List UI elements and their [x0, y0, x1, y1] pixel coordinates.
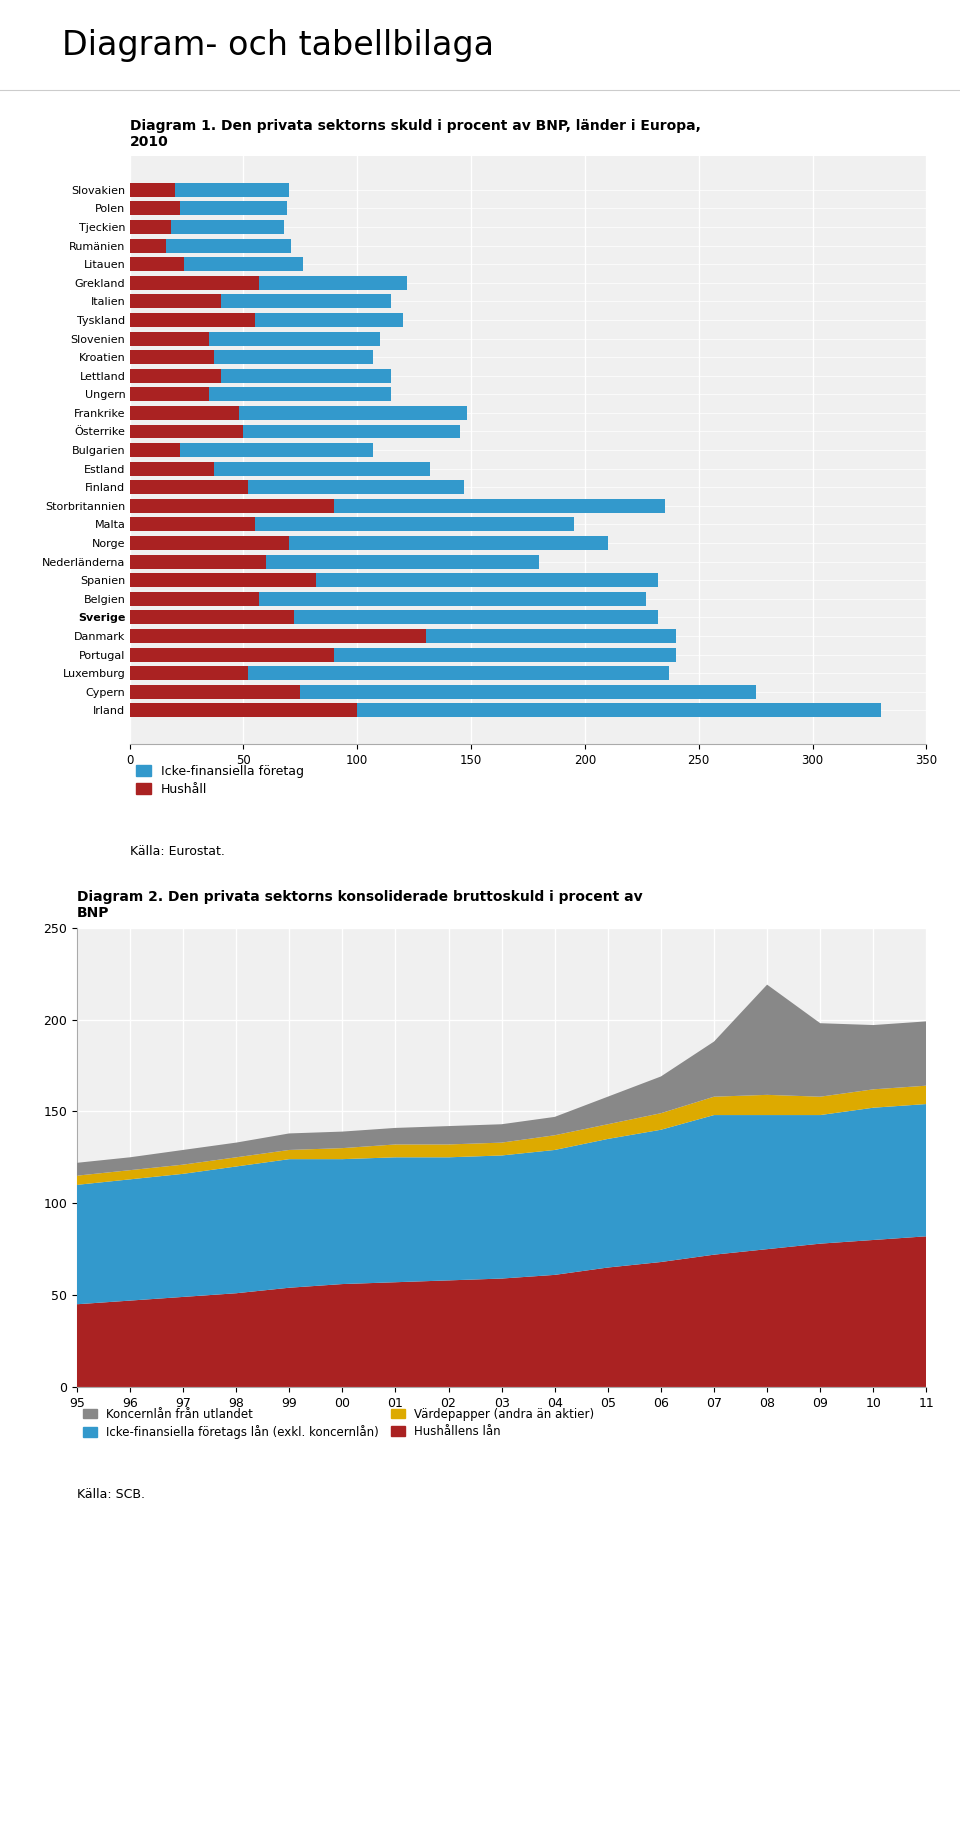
- Bar: [130, 685, 300, 698]
- Bar: [180, 202, 287, 215]
- Bar: [130, 184, 175, 197]
- Legend: Koncernlån från utlandet, Icke-finansiella företags lån (exkl. koncernlån), Värd: Koncernlån från utlandet, Icke-finansiel…: [83, 1407, 594, 1438]
- Bar: [130, 555, 266, 569]
- Bar: [130, 351, 214, 364]
- Bar: [130, 610, 294, 625]
- Text: Källa: Eurostat.: Källa: Eurostat.: [130, 845, 225, 858]
- Bar: [221, 294, 392, 309]
- Bar: [254, 312, 403, 327]
- Bar: [130, 294, 221, 309]
- Bar: [248, 667, 669, 680]
- Text: 7  –  E K O N O M I S K A   K O M M E N T A R E R   N R   3 ,   2 0 1 2: 7 – E K O N O M I S K A K O M M E N T A …: [284, 1811, 676, 1824]
- Bar: [130, 220, 171, 233]
- Bar: [130, 592, 259, 606]
- Bar: [130, 500, 334, 513]
- Bar: [266, 555, 540, 569]
- Bar: [209, 331, 380, 345]
- Bar: [130, 331, 209, 345]
- Bar: [166, 239, 291, 252]
- Bar: [244, 424, 460, 439]
- Bar: [259, 276, 407, 290]
- Bar: [334, 500, 664, 513]
- Bar: [130, 388, 209, 400]
- Bar: [130, 518, 254, 531]
- Bar: [334, 648, 676, 661]
- Bar: [316, 573, 658, 588]
- Bar: [214, 351, 373, 364]
- Bar: [130, 536, 289, 549]
- Bar: [130, 443, 180, 457]
- Bar: [221, 369, 392, 382]
- Bar: [294, 610, 658, 625]
- Bar: [130, 276, 259, 290]
- Bar: [180, 443, 373, 457]
- Bar: [130, 239, 166, 252]
- Bar: [425, 628, 676, 643]
- Text: Diagram- och tabellbilaga: Diagram- och tabellbilaga: [62, 29, 494, 61]
- Bar: [184, 257, 302, 272]
- Bar: [130, 202, 180, 215]
- Text: Diagram 2. Den privata sektorns konsoliderade bruttoskuld i procent av
BNP: Diagram 2. Den privata sektorns konsolid…: [77, 891, 642, 920]
- Bar: [254, 518, 573, 531]
- Bar: [248, 479, 465, 494]
- Bar: [209, 388, 392, 400]
- Bar: [130, 257, 184, 272]
- Bar: [357, 704, 881, 716]
- Bar: [239, 406, 467, 421]
- Text: Källa: SCB.: Källa: SCB.: [77, 1488, 145, 1501]
- Bar: [175, 184, 289, 197]
- Bar: [289, 536, 608, 549]
- Bar: [259, 592, 646, 606]
- Bar: [130, 424, 244, 439]
- Bar: [171, 220, 284, 233]
- Legend: Icke-finansiella företag, Hushåll: Icke-finansiella företag, Hushåll: [136, 764, 304, 795]
- Text: Diagram 1. Den privata sektorns skuld i procent av BNP, länder i Europa,
2010: Diagram 1. Den privata sektorns skuld i …: [130, 119, 701, 149]
- Bar: [130, 667, 248, 680]
- Bar: [130, 704, 357, 716]
- Bar: [300, 685, 756, 698]
- Bar: [130, 628, 425, 643]
- Bar: [130, 406, 239, 421]
- Bar: [214, 461, 430, 476]
- Bar: [130, 648, 334, 661]
- Bar: [130, 369, 221, 382]
- Bar: [130, 461, 214, 476]
- Bar: [130, 312, 254, 327]
- Bar: [130, 479, 248, 494]
- Bar: [130, 573, 316, 588]
